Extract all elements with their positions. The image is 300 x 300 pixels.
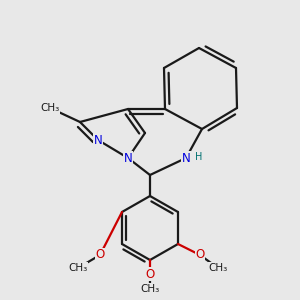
Text: CH₃: CH₃ (140, 284, 160, 294)
Text: O: O (195, 248, 205, 262)
Text: CH₃: CH₃ (68, 263, 88, 273)
Text: N: N (94, 134, 102, 146)
Text: CH₃: CH₃ (208, 263, 228, 273)
Text: CH₃: CH₃ (40, 103, 60, 113)
Text: O: O (146, 268, 154, 281)
Text: N: N (182, 152, 190, 164)
Text: O: O (95, 248, 105, 262)
Text: N: N (124, 152, 132, 164)
Text: H: H (195, 152, 202, 162)
